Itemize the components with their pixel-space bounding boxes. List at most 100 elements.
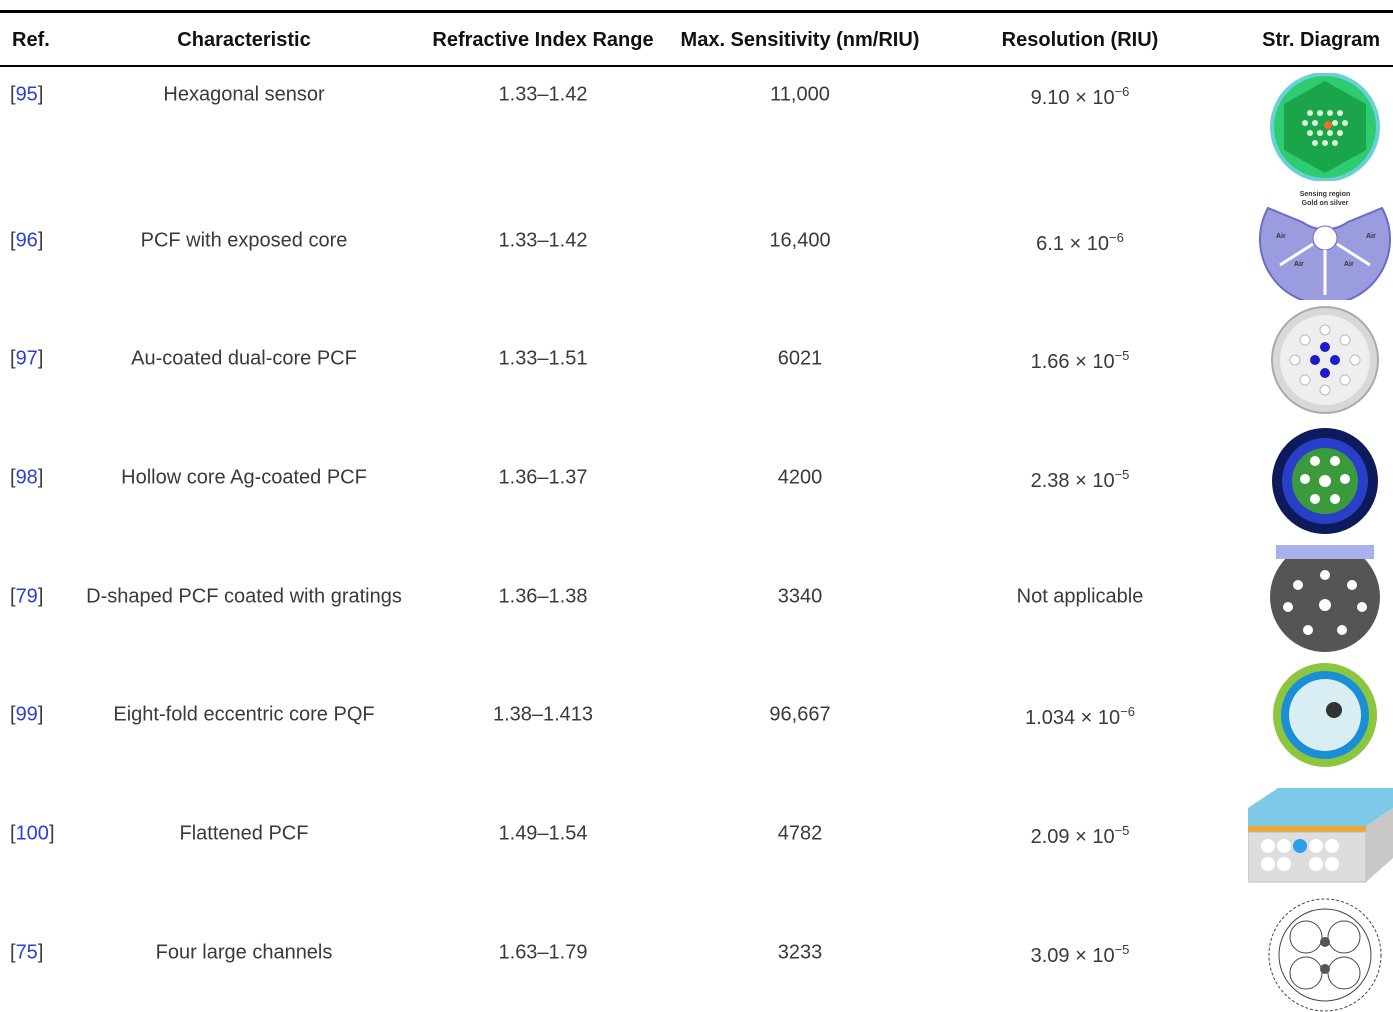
ri-range: 1.49–1.54	[498, 822, 588, 845]
ref-link[interactable]: 99	[15, 703, 38, 726]
bracket: ]	[37, 585, 44, 608]
resolution: Not applicable	[1016, 585, 1144, 608]
characteristic: Eight-fold eccentric core PQF	[113, 703, 375, 726]
resolution-base: 6.1 × 10	[1036, 232, 1110, 255]
bracket: ]	[37, 83, 44, 106]
resolution-exponent: −6	[1114, 84, 1130, 100]
diagram-label: Sensing region	[1300, 191, 1351, 198]
sensitivity: 16,400	[769, 229, 831, 252]
header-cell: Max. Sensitivity (nm/RIU)	[680, 29, 920, 51]
diagram-label: Air	[1276, 233, 1286, 240]
diagram	[1272, 428, 1378, 534]
bracket: [	[10, 703, 16, 726]
ref-link[interactable]: 96	[15, 229, 38, 252]
ref-cell: [100]	[10, 823, 55, 846]
characteristic: Hollow core Ag-coated PCF	[121, 466, 367, 489]
resolution: 6.1 × 10−6	[1036, 230, 1124, 256]
diagram	[1271, 306, 1379, 414]
resolution-base: 3.09 × 10	[1030, 944, 1115, 967]
bracket: ]	[37, 466, 44, 489]
resolution: 3.09 × 10−5	[1031, 942, 1130, 968]
resolution: 2.09 × 10−5	[1031, 823, 1130, 849]
ri-range: 1.33–1.42	[498, 83, 588, 106]
characteristic: Flattened PCF	[179, 822, 309, 845]
bracket: [	[10, 585, 16, 608]
resolution-exponent: −6	[1109, 230, 1124, 246]
header-cell: Str. Diagram	[1262, 29, 1380, 51]
sensitivity: 3233	[777, 941, 823, 964]
header-cell: Resolution (RIU)	[1001, 29, 1159, 51]
diagram	[1273, 663, 1377, 767]
diagram	[1270, 545, 1380, 652]
bracket: ]	[37, 703, 44, 726]
ref-cell: [95]	[10, 84, 43, 107]
resolution-exponent: −5	[1114, 467, 1130, 483]
ref-cell: [98]	[10, 467, 43, 490]
header-cell: Refractive Index Range	[432, 29, 654, 51]
sensitivity: 11,000	[770, 83, 830, 106]
diagram-label: Air	[1294, 261, 1304, 268]
bracket: [	[10, 941, 16, 964]
resolution: 1.66 × 10−5	[1031, 348, 1130, 374]
characteristic: Au-coated dual-core PCF	[131, 347, 357, 370]
resolution-base: 9.10 × 10	[1030, 86, 1115, 109]
ref-cell: [96]	[10, 230, 43, 253]
ref-link[interactable]: 95	[15, 83, 38, 106]
header-rule	[0, 65, 1393, 67]
ref-cell: [75]	[10, 942, 43, 965]
resolution-base: 1.034 × 10	[1025, 706, 1121, 729]
header-cell: Characteristic	[177, 29, 311, 51]
resolution: 2.38 × 10−5	[1031, 467, 1130, 493]
resolution-exponent: −6	[1120, 704, 1135, 720]
diagram	[1268, 898, 1382, 1012]
ri-range: 1.36–1.38	[498, 585, 588, 608]
header-cell: Ref.	[12, 29, 50, 51]
ref-link[interactable]: 97	[15, 347, 38, 370]
bracket: [	[10, 347, 16, 370]
ref-link[interactable]: 75	[15, 941, 38, 964]
bracket: ]	[48, 822, 55, 845]
characteristic: D-shaped PCF coated with gratings	[86, 585, 402, 608]
bracket: ]	[37, 347, 44, 370]
diagram: Sensing region Gold on silver Air Air Air Air	[1259, 191, 1391, 300]
resolution-base: 1.66 × 10	[1030, 350, 1115, 373]
resolution-base: 2.09 × 10	[1030, 825, 1115, 848]
resolution: 1.034 × 10−6	[1025, 704, 1135, 730]
diagram-label: Air	[1366, 233, 1376, 240]
resolution-exponent: −5	[1114, 942, 1130, 958]
ref-link[interactable]: 98	[15, 466, 38, 489]
ref-cell: [97]	[10, 348, 43, 371]
ri-range: 1.63–1.79	[498, 941, 588, 964]
bracket: ]	[37, 229, 44, 252]
ri-range: 1.36–1.37	[498, 466, 588, 489]
bracket: [	[10, 466, 16, 489]
sensitivity: 3340	[777, 585, 823, 608]
resolution: 9.10 × 10−6	[1031, 84, 1130, 110]
bracket: [	[10, 822, 16, 845]
bracket: [	[10, 229, 16, 252]
sensitivity: 96,667	[769, 703, 831, 726]
diagram-label: Gold on silver	[1302, 200, 1349, 207]
sensitivity: 4782	[777, 822, 823, 845]
sensitivity: 6021	[777, 347, 823, 370]
bracket: ]	[37, 941, 44, 964]
top-rule	[0, 10, 1393, 13]
characteristic: PCF with exposed core	[140, 229, 348, 252]
sensitivity: 4200	[777, 466, 823, 489]
resolution-exponent: −5	[1114, 348, 1130, 364]
ref-cell: [99]	[10, 704, 43, 727]
resolution-exponent: −5	[1114, 823, 1130, 839]
characteristic: Hexagonal sensor	[163, 83, 325, 106]
ref-link[interactable]: 100	[15, 822, 49, 845]
ref-cell: [79]	[10, 586, 43, 609]
diagram	[1270, 73, 1380, 181]
diagram	[1248, 788, 1393, 883]
ref-link[interactable]: 79	[15, 585, 38, 608]
characteristic: Four large channels	[155, 941, 333, 964]
resolution-base: 2.38 × 10	[1030, 469, 1115, 492]
diagram-label: Air	[1344, 261, 1354, 268]
ri-range: 1.33–1.51	[498, 347, 588, 370]
ri-range: 1.33–1.42	[498, 229, 588, 252]
bracket: [	[10, 83, 16, 106]
